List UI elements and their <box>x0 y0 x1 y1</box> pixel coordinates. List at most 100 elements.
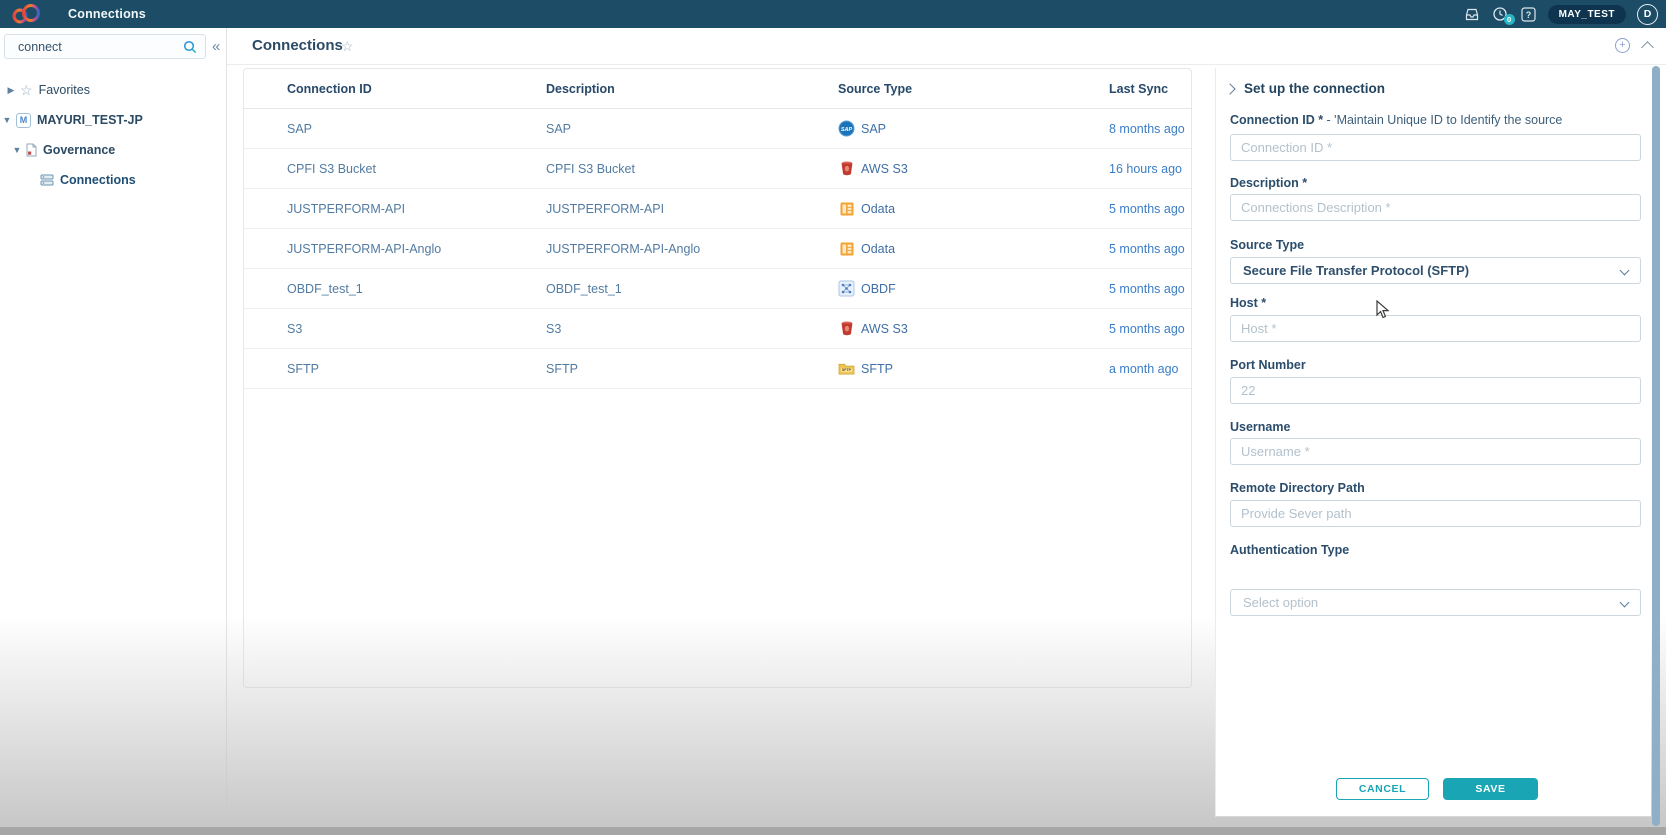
odata-source-icon <box>838 200 855 217</box>
bottom-bar <box>0 827 1666 835</box>
obdf-source-icon <box>838 280 855 297</box>
sidebar-item-label: Favorites <box>38 83 90 97</box>
svg-text:SAP: SAP <box>841 127 853 133</box>
document-icon <box>26 143 37 157</box>
content-header: Connections ☆ + <box>227 28 1666 65</box>
chevron-down-icon[interactable]: ▼ <box>12 145 22 155</box>
source-type-label: AWS S3 <box>861 321 908 336</box>
column-header[interactable]: Description <box>546 81 615 96</box>
history-icon[interactable]: 0 <box>1492 6 1515 25</box>
description-cell: JUSTPERFORM-API-Anglo <box>546 241 701 256</box>
sidebar: « ▶ ☆ Favorites ▼ M MAYURI_TEST-JP ▼ Gov… <box>0 28 227 828</box>
table-row[interactable]: CPFI S3 Bucket CPFI S3 Bucket AWS S3 16 … <box>244 149 1191 189</box>
sidebar-tree: ▶ ☆ Favorites ▼ M MAYURI_TEST-JP ▼ Gover… <box>0 75 226 195</box>
sidebar-item-governance[interactable]: ▼ Governance <box>0 135 226 165</box>
sidebar-item-label: MAYURI_TEST-JP <box>37 113 143 127</box>
username-label: Username <box>1230 420 1291 434</box>
last-sync-cell: 16 hours ago <box>1109 161 1182 176</box>
authentication-type-select[interactable]: Select option <box>1230 589 1641 616</box>
connection-id-cell: S3 <box>287 321 303 336</box>
aws-s3-source-icon <box>838 320 855 337</box>
description-cell: SAP <box>546 121 572 136</box>
host-label: Host * <box>1230 296 1267 310</box>
remote-directory-path-field[interactable] <box>1230 500 1641 527</box>
search-input[interactable] <box>5 39 183 54</box>
description-cell: JUSTPERFORM-API <box>546 201 665 216</box>
favorite-star-icon[interactable]: ☆ <box>341 38 354 54</box>
notification-badge: 0 <box>1503 13 1515 25</box>
source-type-cell: OBDF <box>838 280 1109 297</box>
collapse-panel-chevron-icon[interactable] <box>1224 82 1236 95</box>
inbox-icon[interactable] <box>1464 6 1481 23</box>
port-number-field[interactable] <box>1230 377 1641 404</box>
column-header[interactable]: Connection ID <box>287 81 372 96</box>
search-box <box>4 34 206 59</box>
sftp-source-icon: SFTP <box>838 360 855 377</box>
last-sync-cell: 5 months ago <box>1109 281 1185 296</box>
setup-connection-panel: Set up the connection Connection ID * - … <box>1215 68 1651 817</box>
table-row[interactable]: SFTP SFTP SFTP SFTP a month ago <box>244 349 1191 389</box>
panel-title: Set up the connection <box>1244 81 1386 96</box>
chevron-down-icon <box>1619 597 1630 608</box>
sidebar-item-connections[interactable]: Connections <box>0 165 226 195</box>
host-field[interactable] <box>1230 315 1641 342</box>
sidebar-item-label: Connections <box>60 173 136 187</box>
last-sync-cell: 5 months ago <box>1109 321 1185 336</box>
chevron-right-icon[interactable]: ▶ <box>7 84 15 95</box>
connection-id-cell: JUSTPERFORM-API-Anglo <box>287 241 442 256</box>
app-logo-icon[interactable] <box>10 3 44 25</box>
topbar-actions: 0 ? MAY_TEST D <box>1464 0 1658 28</box>
aws-s3-source-icon <box>838 160 855 177</box>
save-button[interactable]: SAVE <box>1443 778 1538 800</box>
source-type-cell: Odata <box>838 200 1109 217</box>
last-sync-cell: 8 months ago <box>1109 121 1185 136</box>
table-row[interactable]: SAP SAP SAP SAP 8 months ago <box>244 109 1191 149</box>
last-sync-cell: 5 months ago <box>1109 241 1185 256</box>
source-type-label: Odata <box>861 201 896 216</box>
add-connection-icon[interactable]: + <box>1615 38 1630 53</box>
source-type-select[interactable]: Secure File Transfer Protocol (SFTP) <box>1230 257 1641 284</box>
username-field[interactable] <box>1230 438 1641 465</box>
cancel-button[interactable]: CANCEL <box>1336 778 1429 800</box>
sap-source-icon: SAP <box>838 120 855 137</box>
workspace-badge[interactable]: MAY_TEST <box>1547 4 1626 24</box>
description-label: Description * <box>1230 176 1308 190</box>
workspace-m-icon: M <box>16 112 31 128</box>
search-icon[interactable] <box>183 40 197 54</box>
source-type-label: SAP <box>861 121 887 136</box>
topbar: Connections 0 ? MAY_TEST D <box>0 0 1666 28</box>
authentication-type-label: Authentication Type <box>1230 543 1350 557</box>
collapse-sidebar-icon[interactable]: « <box>212 38 221 55</box>
server-icon <box>40 174 54 186</box>
help-icon[interactable]: ? <box>1520 6 1537 23</box>
table-row[interactable]: JUSTPERFORM-API JUSTPERFORM-API Odata 5 … <box>244 189 1191 229</box>
description-cell: CPFI S3 Bucket <box>546 161 635 176</box>
source-type-label: Source Type <box>1230 238 1305 252</box>
sidebar-item-mayuri-test-jp[interactable]: ▼ M MAYURI_TEST-JP <box>0 105 226 135</box>
connection-id-field[interactable] <box>1230 134 1641 161</box>
avatar[interactable]: D <box>1637 3 1658 25</box>
source-type-label: Odata <box>861 241 896 256</box>
chevron-down-icon <box>1619 265 1630 276</box>
connections-table: Connection ID Description Source Type La… <box>243 68 1192 688</box>
column-header[interactable]: Source Type <box>838 81 913 96</box>
description-field[interactable] <box>1230 194 1641 221</box>
table-row[interactable]: JUSTPERFORM-API-Anglo JUSTPERFORM-API-An… <box>244 229 1191 269</box>
column-header[interactable]: Last Sync <box>1109 81 1169 96</box>
vertical-scrollbar[interactable] <box>1652 66 1660 826</box>
topbar-title: Connections <box>68 7 146 21</box>
connection-id-cell: JUSTPERFORM-API <box>287 201 406 216</box>
source-type-cell: Odata <box>838 240 1109 257</box>
source-type-cell: AWS S3 <box>838 320 1109 337</box>
chevron-up-icon[interactable] <box>1641 41 1654 54</box>
sidebar-search-row: « <box>4 34 226 59</box>
table-row[interactable]: OBDF_test_1 OBDF_test_1 OBDF 5 months ag… <box>244 269 1191 309</box>
chevron-down-icon[interactable]: ▼ <box>2 115 12 125</box>
sidebar-item-favorites[interactable]: ▶ ☆ Favorites <box>0 75 226 105</box>
remote-directory-path-label: Remote Directory Path <box>1230 481 1365 495</box>
authentication-type-placeholder: Select option <box>1243 595 1319 610</box>
port-number-label: Port Number <box>1230 358 1306 372</box>
connection-id-cell: CPFI S3 Bucket <box>287 161 376 176</box>
table-row[interactable]: S3 S3 AWS S3 5 months ago <box>244 309 1191 349</box>
